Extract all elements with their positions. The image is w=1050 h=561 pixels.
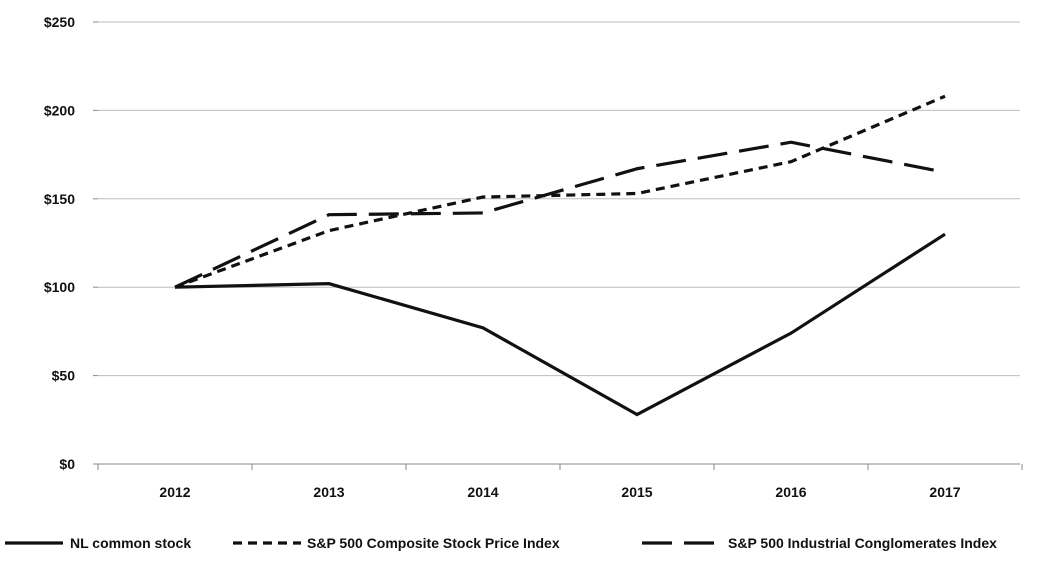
legend-label: S&P 500 Industrial Conglomerates Index <box>728 535 997 551</box>
x-tick-label: 2014 <box>467 484 498 500</box>
x-tick-label: 2016 <box>775 484 806 500</box>
legend-label: S&P 500 Composite Stock Price Index <box>307 535 560 551</box>
legend: NL common stock S&P 500 Composite Stock P… <box>5 535 997 551</box>
x-tick-label: 2013 <box>313 484 344 500</box>
y-tick-label: $50 <box>52 368 76 384</box>
x-tick-label: 2017 <box>929 484 960 500</box>
y-tick-label: $0 <box>59 456 75 472</box>
grid-layer <box>98 21 1020 465</box>
y-tick-label: $200 <box>44 102 75 118</box>
series-line-1 <box>174 232 946 417</box>
y-tick-label: $150 <box>44 191 75 207</box>
series-line-3 <box>174 140 946 289</box>
legend-label: NL common stock <box>70 535 191 551</box>
y-tick-label: $100 <box>44 279 75 295</box>
axis-layer: $0 $50 $100 $150 $200 $250 2012 2013 2014 2015 201… <box>44 14 1023 500</box>
x-tick-label: 2012 <box>159 484 190 500</box>
series-layer <box>174 94 946 417</box>
series-line-2 <box>174 94 946 289</box>
y-tick-label: $250 <box>44 14 75 30</box>
x-tick-label: 2015 <box>621 484 652 500</box>
